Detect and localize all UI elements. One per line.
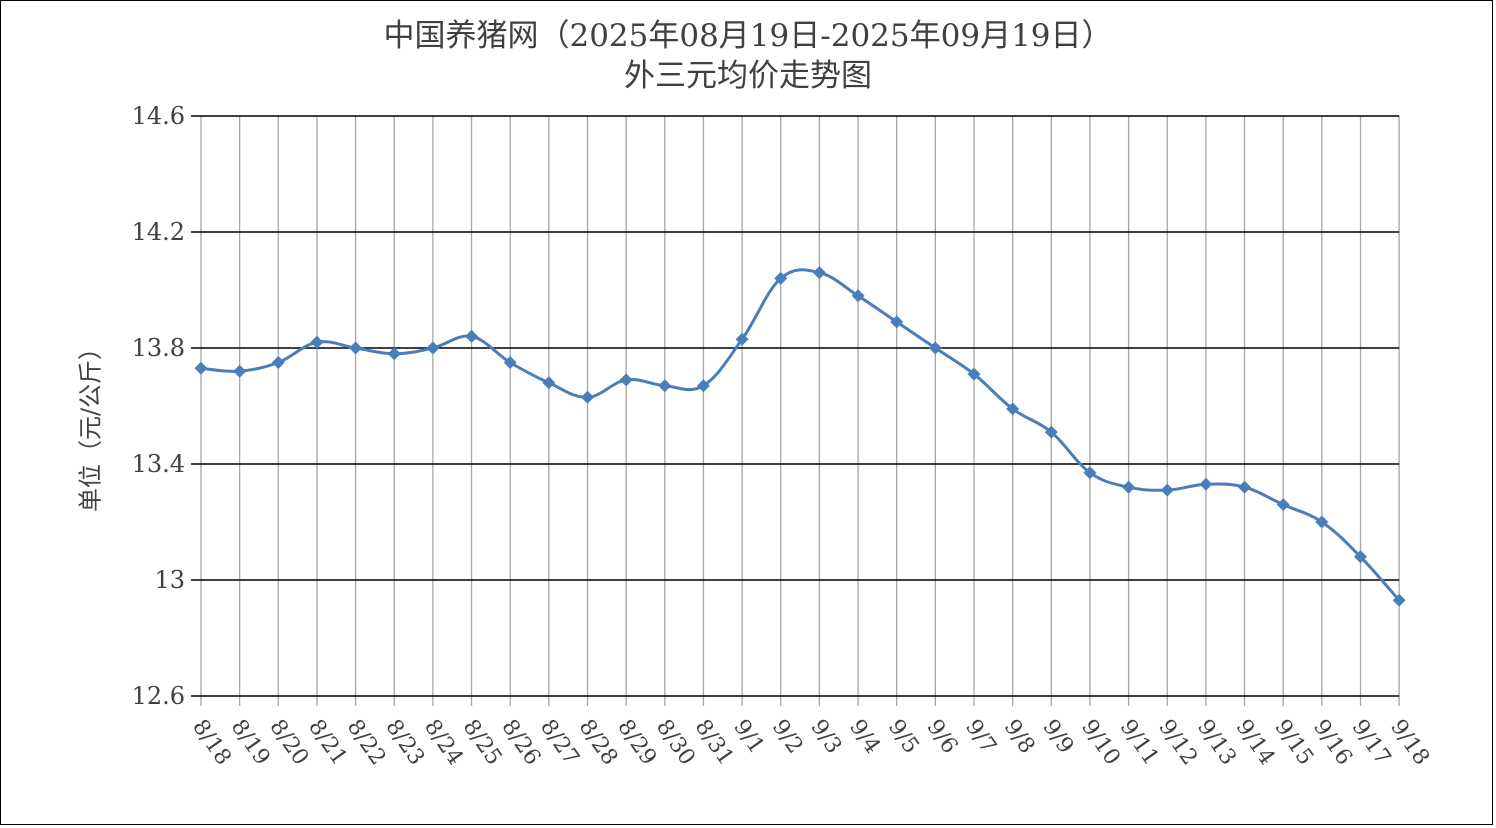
data-point-marker [1122, 480, 1136, 494]
data-point-marker [735, 332, 749, 346]
data-point-marker [581, 390, 594, 404]
x-tick-label: 9/15 [1269, 715, 1318, 770]
x-tick-label: 9/12 [1153, 715, 1202, 770]
y-tick-label: 13.8 [132, 334, 185, 362]
y-tick-label: 14.6 [132, 102, 185, 130]
x-tick-label: 9/11 [1115, 715, 1164, 770]
data-point-marker [194, 361, 208, 375]
x-tick-label: 9/8 [999, 715, 1040, 758]
x-tick-label: 9/4 [844, 715, 885, 758]
y-tick-label: 13.4 [132, 450, 185, 478]
data-point-marker [1199, 477, 1213, 491]
data-point-marker [851, 289, 865, 303]
x-tick-label: 9/7 [960, 715, 1001, 758]
x-tick-label: 8/24 [419, 715, 468, 770]
data-point-marker [387, 347, 401, 361]
x-tick-label: 8/21 [303, 715, 352, 770]
data-point-marker [928, 341, 942, 355]
data-point-marker [1160, 483, 1174, 497]
data-point-marker [1276, 498, 1290, 512]
x-tick-label: 9/13 [1192, 715, 1241, 770]
y-tick-label: 12.6 [132, 682, 185, 710]
x-tick-label: 9/18 [1385, 715, 1434, 770]
data-point-marker [1315, 515, 1329, 529]
x-tick-label: 9/2 [767, 715, 808, 758]
x-tick-label: 9/9 [1037, 715, 1078, 758]
y-tick-label: 14.2 [132, 218, 185, 246]
data-point-marker [967, 367, 981, 381]
x-tick-label: 8/31 [690, 715, 739, 770]
data-point-marker [1354, 550, 1367, 564]
x-tick-label: 8/25 [458, 715, 507, 770]
data-point-marker [696, 379, 710, 393]
x-tick-label: 9/17 [1347, 715, 1396, 770]
x-tick-label: 9/16 [1308, 715, 1357, 770]
data-point-marker [774, 271, 788, 285]
data-point-marker [233, 364, 247, 378]
x-tick-label: 8/30 [651, 715, 700, 770]
series-line [200, 268, 1401, 602]
x-tick-label: 9/3 [805, 715, 846, 758]
data-point-marker [465, 329, 479, 343]
x-tick-label: 8/20 [264, 715, 313, 770]
y-tick-label: 13 [154, 566, 185, 594]
data-point-marker [426, 341, 440, 355]
x-tick-label: 8/29 [612, 715, 661, 770]
data-point-marker [1238, 480, 1252, 494]
x-tick-label: 8/27 [535, 715, 584, 770]
x-tick-label: 8/18 [187, 715, 236, 770]
x-tick-label: 8/19 [226, 715, 275, 770]
x-tick-label: 9/10 [1076, 715, 1125, 770]
data-point-marker [1392, 593, 1406, 607]
x-tick-label: 8/28 [574, 715, 623, 770]
data-point-marker [1044, 425, 1058, 439]
data-point-marker [542, 376, 556, 390]
x-tick-label: 9/5 [883, 715, 924, 758]
chart-title: 中国养猪网（2025年08月19日-2025年09月19日） [383, 18, 1113, 54]
data-point-marker [890, 315, 904, 329]
data-point-marker [310, 335, 324, 349]
data-point-marker [658, 379, 672, 393]
data-point-marker [1083, 466, 1097, 480]
x-tick-label: 8/23 [380, 715, 429, 770]
chart-subtitle: 外三元均价走势图 [624, 58, 872, 94]
y-axis-label: 单位（元/公斤） [77, 336, 105, 512]
x-tick-label: 9/6 [921, 715, 962, 758]
data-point-marker [812, 266, 826, 280]
x-tick-label: 9/14 [1231, 715, 1280, 770]
data-point-marker [271, 356, 285, 369]
data-point-marker [349, 341, 363, 355]
x-tick-label: 8/26 [496, 715, 545, 770]
data-point-marker [503, 356, 517, 369]
x-tick-label: 8/22 [342, 715, 391, 770]
data-point-marker [619, 373, 633, 387]
data-point-marker [1006, 402, 1020, 416]
